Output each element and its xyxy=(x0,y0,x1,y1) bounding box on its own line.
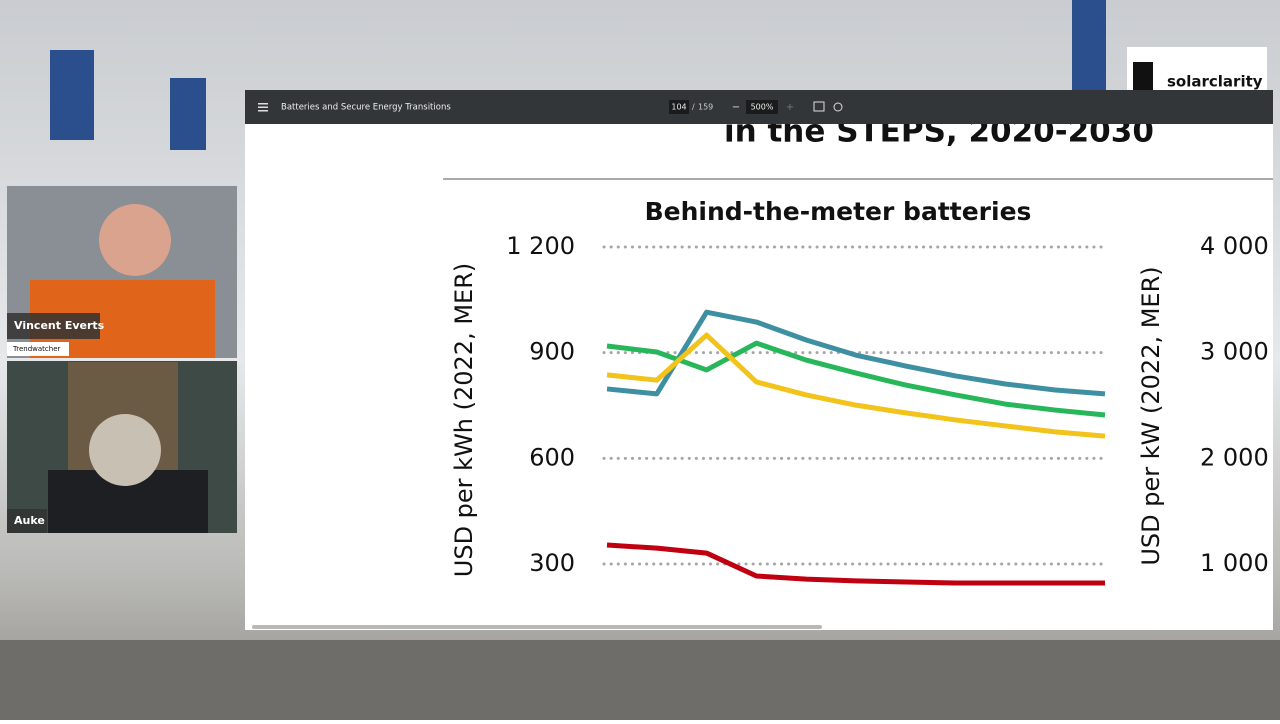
zoom-input[interactable] xyxy=(746,100,778,114)
participant-name: Vincent Everts xyxy=(14,319,105,332)
floor xyxy=(0,640,1280,720)
series-line xyxy=(606,332,1106,439)
slide: in the STEPS, 2020-2030 Behind-the-meter… xyxy=(443,114,1273,586)
series-line xyxy=(606,340,1106,418)
series-line xyxy=(606,309,1106,397)
y-tick-label: 600 xyxy=(529,443,575,471)
zoom-in[interactable]: + xyxy=(786,102,794,113)
fit-button[interactable] xyxy=(813,101,825,112)
rotate-button[interactable] xyxy=(833,102,843,112)
slide-heading: in the STEPS, 2020-2030 xyxy=(724,114,1154,150)
person xyxy=(99,204,171,276)
page-number: 104 xyxy=(671,103,686,112)
name-tag xyxy=(7,509,47,533)
y2-tick-label: 4 000 xyxy=(1200,232,1269,260)
y2-axis-label: USD per kW (2022, MER) xyxy=(1137,266,1165,565)
zoom-out[interactable]: − xyxy=(732,102,740,113)
y2-tick-label: 1 000 xyxy=(1200,549,1269,577)
zoom-level: 500% xyxy=(751,103,774,112)
y2-tick-label: 2 000 xyxy=(1200,443,1269,471)
pdf-page xyxy=(245,124,1273,630)
role-tag xyxy=(7,342,69,356)
person xyxy=(89,414,161,486)
scrollbar[interactable] xyxy=(252,625,822,629)
brand-name: solarclarity xyxy=(1167,73,1263,91)
banner xyxy=(170,78,206,150)
y-axis-label: USD per kWh (2022, MER) xyxy=(450,263,478,577)
y-tick-label: 300 xyxy=(529,549,575,577)
y2-tick-label: 3 000 xyxy=(1200,338,1269,366)
page-separator: / xyxy=(692,103,695,112)
chart-title: Behind-the-meter batteries xyxy=(645,197,1032,226)
banner xyxy=(1072,0,1106,90)
y-tick-label: 1 200 xyxy=(506,232,575,260)
menu-button[interactable] xyxy=(258,103,268,112)
document-title: Batteries and Secure Energy Transitions xyxy=(281,103,451,113)
banner xyxy=(50,50,94,140)
page-input[interactable] xyxy=(669,100,689,114)
page-total: 159 xyxy=(698,103,713,112)
name-tag xyxy=(7,313,100,339)
y-tick-label: 900 xyxy=(529,338,575,366)
participant-name: Auke xyxy=(14,514,45,527)
participant-role: Trendwatcher xyxy=(12,345,61,353)
series-line xyxy=(606,542,1105,586)
